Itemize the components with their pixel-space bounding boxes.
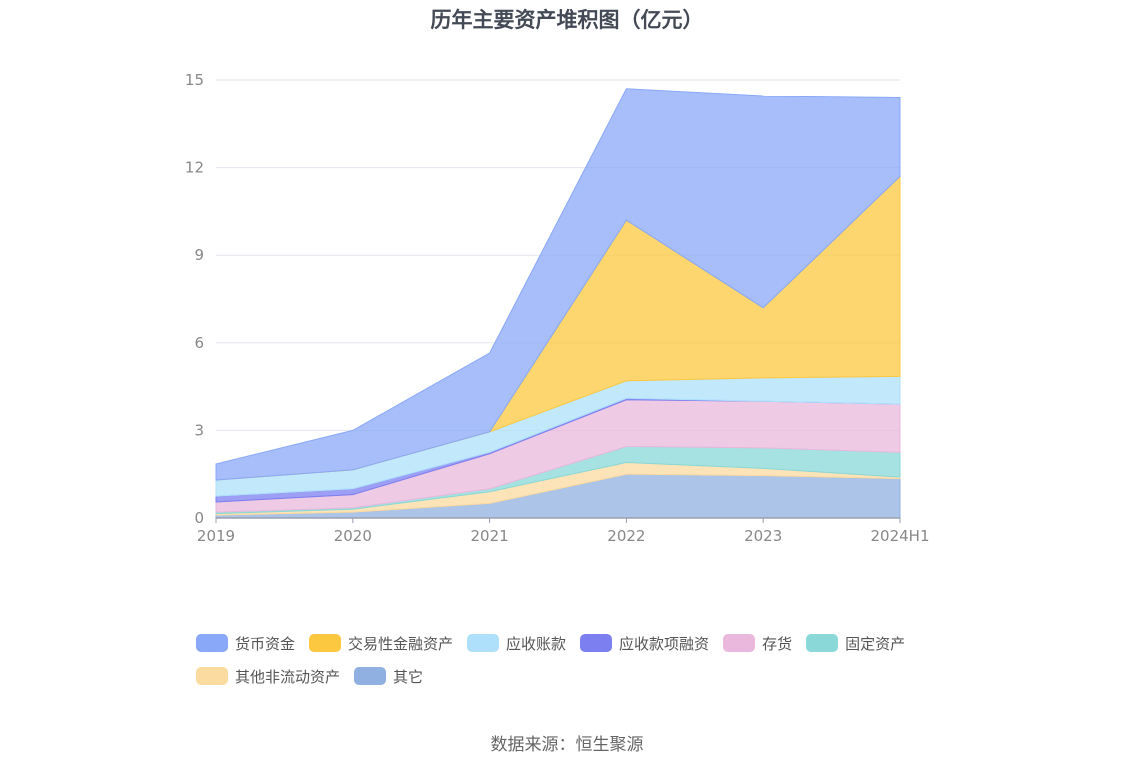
legend-swatch <box>196 634 228 652</box>
x-tick-label: 2020 <box>334 527 372 545</box>
y-tick-label: 9 <box>194 246 204 264</box>
legend-label: 应收款项融资 <box>619 634 710 653</box>
chart-title: 历年主要资产堆积图（亿元） <box>430 8 704 32</box>
x-tick-label: 2024H1 <box>871 527 930 545</box>
legend-swatch <box>467 634 500 652</box>
data-source-note: 数据来源：恒生聚源 <box>490 735 644 755</box>
legend-item[interactable]: 存货 <box>723 630 792 656</box>
x-tick-label: 2023 <box>744 527 782 545</box>
y-tick-label: 6 <box>194 334 204 352</box>
legend-label: 交易性金融资产 <box>348 634 454 653</box>
x-tick-labels: 2019 2020 2021 2022 2023 2024H1 <box>197 527 930 545</box>
legend-label: 存货 <box>762 634 793 653</box>
legend-swatch <box>723 634 756 652</box>
x-tick-label: 2022 <box>607 527 645 545</box>
legend-item[interactable]: 其他非流动资产 <box>196 663 340 689</box>
axes <box>215 517 901 523</box>
legend: 货币资金 交易性金融资产 应收账款 应收款项融资 存货 固定资产其他非流动资产 其它 <box>196 630 956 696</box>
legend-swatch <box>806 634 839 652</box>
legend-item[interactable]: 交易性金融资产 <box>309 630 453 656</box>
legend-item[interactable]: 货币资金 <box>196 630 295 656</box>
legend-item[interactable]: 固定资产 <box>806 630 905 656</box>
legend-label: 固定资产 <box>845 634 906 653</box>
legend-label: 其他非流动资产 <box>235 667 341 686</box>
x-tick-label: 2019 <box>197 527 235 545</box>
legend-swatch <box>580 634 613 652</box>
legend-item[interactable]: 应收款项融资 <box>580 630 709 656</box>
legend-label: 其它 <box>393 667 424 686</box>
legend-swatch <box>354 667 387 685</box>
area-series-7[interactable] <box>215 88 901 481</box>
legend-swatch <box>309 634 342 652</box>
y-tick-label: 12 <box>185 159 204 177</box>
legend-item[interactable]: 其它 <box>354 663 423 689</box>
legend-item[interactable]: 应收账款 <box>467 630 566 656</box>
y-tick-label: 3 <box>194 421 204 439</box>
x-tick-label: 2021 <box>471 527 509 545</box>
y-tick-label: 0 <box>194 509 204 527</box>
y-tick-labels: 0 3 6 9 12 15 <box>185 71 204 527</box>
y-tick-label: 15 <box>185 71 204 89</box>
area-series-group <box>215 88 901 519</box>
legend-label: 货币资金 <box>235 634 296 653</box>
legend-swatch <box>196 667 228 685</box>
legend-label: 应收账款 <box>506 634 567 653</box>
stacked-area-chart: 0 3 6 9 12 15 2019 2020 2021 2022 2023 2024H1 <box>185 71 930 545</box>
